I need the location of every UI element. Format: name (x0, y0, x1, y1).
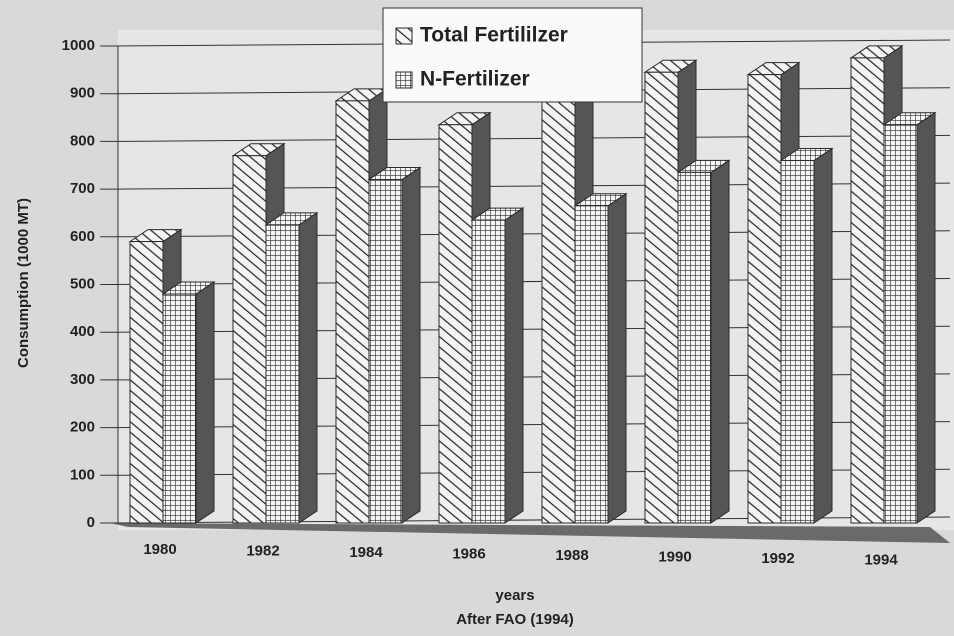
y-tick-label: 1000 (62, 37, 95, 54)
y-tick-label: 800 (70, 132, 95, 149)
bar (677, 171, 712, 524)
bar (335, 100, 370, 524)
x-axis-title: years (495, 587, 534, 604)
legend-swatch (395, 27, 413, 45)
source-note: After FAO (1994) (456, 611, 574, 628)
x-tick-label: 1994 (864, 551, 898, 568)
x-tick-label: 1982 (246, 542, 279, 559)
legend-swatch (395, 71, 413, 89)
x-tick-label: 1992 (761, 550, 794, 567)
bar-side (710, 159, 730, 524)
x-tick-label: 1986 (452, 545, 485, 562)
bar (780, 159, 815, 524)
x-tick-label: 1990 (658, 548, 691, 565)
legend-label: N-Fertilizer (420, 68, 530, 91)
legend-box (382, 7, 643, 103)
y-tick-label: 400 (70, 323, 95, 340)
bar (368, 179, 403, 524)
y-tick-label: 600 (70, 228, 95, 245)
y-tick-label: 700 (70, 180, 95, 197)
bar (232, 155, 267, 524)
bar-side (813, 147, 833, 524)
bar (850, 57, 885, 524)
bar-side (607, 192, 627, 524)
legend-label: Total Fertililzer (420, 24, 568, 47)
floor (110, 523, 950, 543)
y-axis-title: Consumption (1000 MT) (15, 198, 32, 368)
bar (265, 224, 300, 524)
bar (162, 293, 197, 524)
x-tick-label: 1980 (143, 541, 176, 558)
bar-side (504, 207, 524, 524)
y-tick-label: 100 (70, 466, 95, 483)
bar (883, 124, 918, 524)
bar-side (916, 111, 936, 524)
bar (541, 97, 576, 524)
y-tick-label: 0 (87, 514, 95, 531)
bar (644, 71, 679, 524)
bar (471, 219, 506, 524)
bar (129, 241, 164, 524)
bar (438, 124, 473, 524)
x-tick-label: 1984 (349, 544, 383, 561)
grid-line (117, 134, 951, 142)
y-tick-label: 300 (70, 371, 95, 388)
y-tick-label: 200 (70, 419, 95, 436)
bar-side (401, 166, 421, 524)
y-tick-label: 500 (70, 275, 95, 292)
bar (574, 205, 609, 524)
bar (747, 74, 782, 524)
y-tick-label: 900 (70, 85, 95, 102)
bar-side (298, 211, 318, 524)
bar-side (195, 281, 215, 524)
x-tick-label: 1988 (555, 547, 588, 564)
